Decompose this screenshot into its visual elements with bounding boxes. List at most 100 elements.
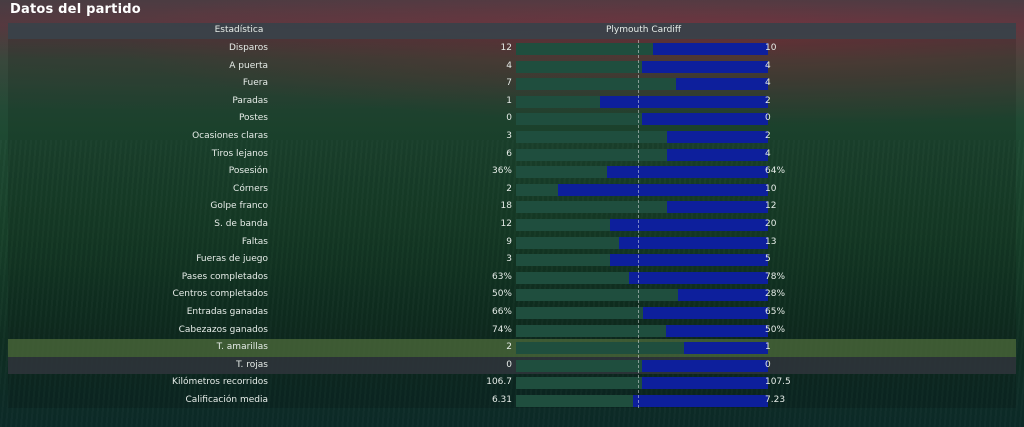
away-value: 64% xyxy=(765,166,786,177)
away-value: 10 xyxy=(765,183,777,194)
stat-label: Pases completados xyxy=(181,271,268,282)
header-stat-label: Estadística xyxy=(214,25,264,35)
stat-label: Calificación media xyxy=(185,395,269,405)
away-value: 2 xyxy=(765,131,771,141)
comparison-bar xyxy=(516,113,768,126)
stat-label: Kilómetros recorridos xyxy=(172,377,268,388)
away-value: 13 xyxy=(765,236,777,247)
away-share-fill xyxy=(642,359,768,372)
comparison-bar xyxy=(516,43,768,55)
away-share-fill xyxy=(642,113,768,126)
away-share-fill xyxy=(642,60,768,73)
stat-row: Pases completados 63% 78% xyxy=(8,269,1016,287)
away-share-fill xyxy=(676,78,768,91)
away-share-fill xyxy=(600,95,768,108)
home-value: 0 xyxy=(506,359,512,370)
away-share-fill xyxy=(653,43,768,55)
home-value: 106.7 xyxy=(486,377,512,388)
stat-label: Ocasiones claras xyxy=(192,131,268,141)
comparison-bar xyxy=(516,377,768,390)
away-share-fill xyxy=(684,342,768,355)
away-share-fill xyxy=(629,271,768,284)
home-value: 9 xyxy=(506,236,512,247)
stat-label: Disparos xyxy=(228,43,268,53)
comparison-bar xyxy=(516,271,768,284)
home-value: 63% xyxy=(491,271,512,282)
stat-row: Fueras de juego 3 5 xyxy=(8,251,1016,269)
comparison-bar xyxy=(516,148,768,161)
home-value: 6.31 xyxy=(491,395,512,405)
away-value: 107.5 xyxy=(765,377,791,388)
stat-label: A puerta xyxy=(229,60,268,71)
home-value: 36% xyxy=(491,166,512,177)
stat-row: Paradas 1 2 xyxy=(8,93,1016,111)
stat-row: Disparos 12 10 xyxy=(8,40,1016,58)
home-value: 6 xyxy=(506,148,512,159)
home-value: 4 xyxy=(506,60,512,71)
stat-label: Fuera xyxy=(242,78,268,89)
stat-row: Calificación media 6.31 7.23 xyxy=(8,392,1016,410)
away-share-fill xyxy=(642,377,768,390)
stat-label: S. de banda xyxy=(214,219,268,229)
stat-row: A puerta 4 4 xyxy=(8,58,1016,76)
away-share-fill xyxy=(607,166,768,179)
stat-row: Postes 0 0 xyxy=(8,110,1016,128)
stat-label: Faltas xyxy=(241,236,268,247)
away-value: 1 xyxy=(765,342,771,353)
stat-label: Centros completados xyxy=(172,289,268,300)
away-value: 5 xyxy=(765,254,771,265)
stat-row: Tiros lejanos 6 4 xyxy=(8,146,1016,164)
stat-row: S. de banda 12 20 xyxy=(8,216,1016,234)
stats-header: Estadística Plymouth Cardiff xyxy=(8,23,1016,39)
home-value: 74% xyxy=(491,324,512,335)
away-value: 2 xyxy=(765,95,771,106)
away-share-fill xyxy=(610,219,768,231)
stat-label: T. rojas xyxy=(236,359,268,370)
comparison-bar xyxy=(516,166,768,179)
home-value: 12 xyxy=(500,219,512,229)
comparison-bar xyxy=(516,359,768,372)
comparison-bar xyxy=(516,289,768,302)
comparison-bar xyxy=(516,183,768,196)
comparison-bar xyxy=(516,254,768,267)
stat-label: Tiros lejanos xyxy=(211,148,268,159)
away-value: 10 xyxy=(765,43,777,53)
stat-label: Córners xyxy=(233,183,268,194)
comparison-bar xyxy=(516,324,768,337)
home-value: 50% xyxy=(491,289,512,300)
home-value: 7 xyxy=(506,78,512,89)
away-share-fill xyxy=(667,201,768,214)
away-value: 4 xyxy=(765,78,771,89)
stat-label: Fueras de juego xyxy=(196,254,268,265)
comparison-bar xyxy=(516,307,768,319)
away-share-fill xyxy=(610,254,768,267)
comparison-bar xyxy=(516,78,768,91)
stat-row: T. amarillas 2 1 xyxy=(8,339,1016,357)
away-value: 7.23 xyxy=(765,395,786,405)
home-value: 2 xyxy=(506,183,512,194)
home-value: 0 xyxy=(506,113,512,124)
comparison-bar xyxy=(516,219,768,231)
stat-label: Entradas ganadas xyxy=(186,307,268,317)
stat-label: Cabezazos ganados xyxy=(178,324,268,335)
stat-row: Cabezazos ganados 74% 50% xyxy=(8,322,1016,340)
comparison-bar xyxy=(516,201,768,214)
stat-row: Córners 2 10 xyxy=(8,181,1016,199)
stat-row: Faltas 9 13 xyxy=(8,234,1016,252)
stat-row: Golpe franco 18 12 xyxy=(8,198,1016,216)
comparison-bar xyxy=(516,131,768,143)
away-value: 12 xyxy=(765,201,777,212)
comparison-bar xyxy=(516,342,768,355)
away-value: 4 xyxy=(765,60,771,71)
home-value: 66% xyxy=(491,307,512,317)
page-title: Datos del partido xyxy=(10,2,141,17)
comparison-bar xyxy=(516,236,768,249)
away-value: 0 xyxy=(765,113,771,124)
stat-row: Fuera 7 4 xyxy=(8,75,1016,93)
stat-label: Golpe franco xyxy=(210,201,268,212)
home-value: 3 xyxy=(506,131,512,141)
header-teams-label: Plymouth Cardiff xyxy=(606,25,682,35)
away-value: 50% xyxy=(765,324,786,335)
away-share-fill xyxy=(666,324,768,337)
away-share-fill xyxy=(633,395,768,407)
